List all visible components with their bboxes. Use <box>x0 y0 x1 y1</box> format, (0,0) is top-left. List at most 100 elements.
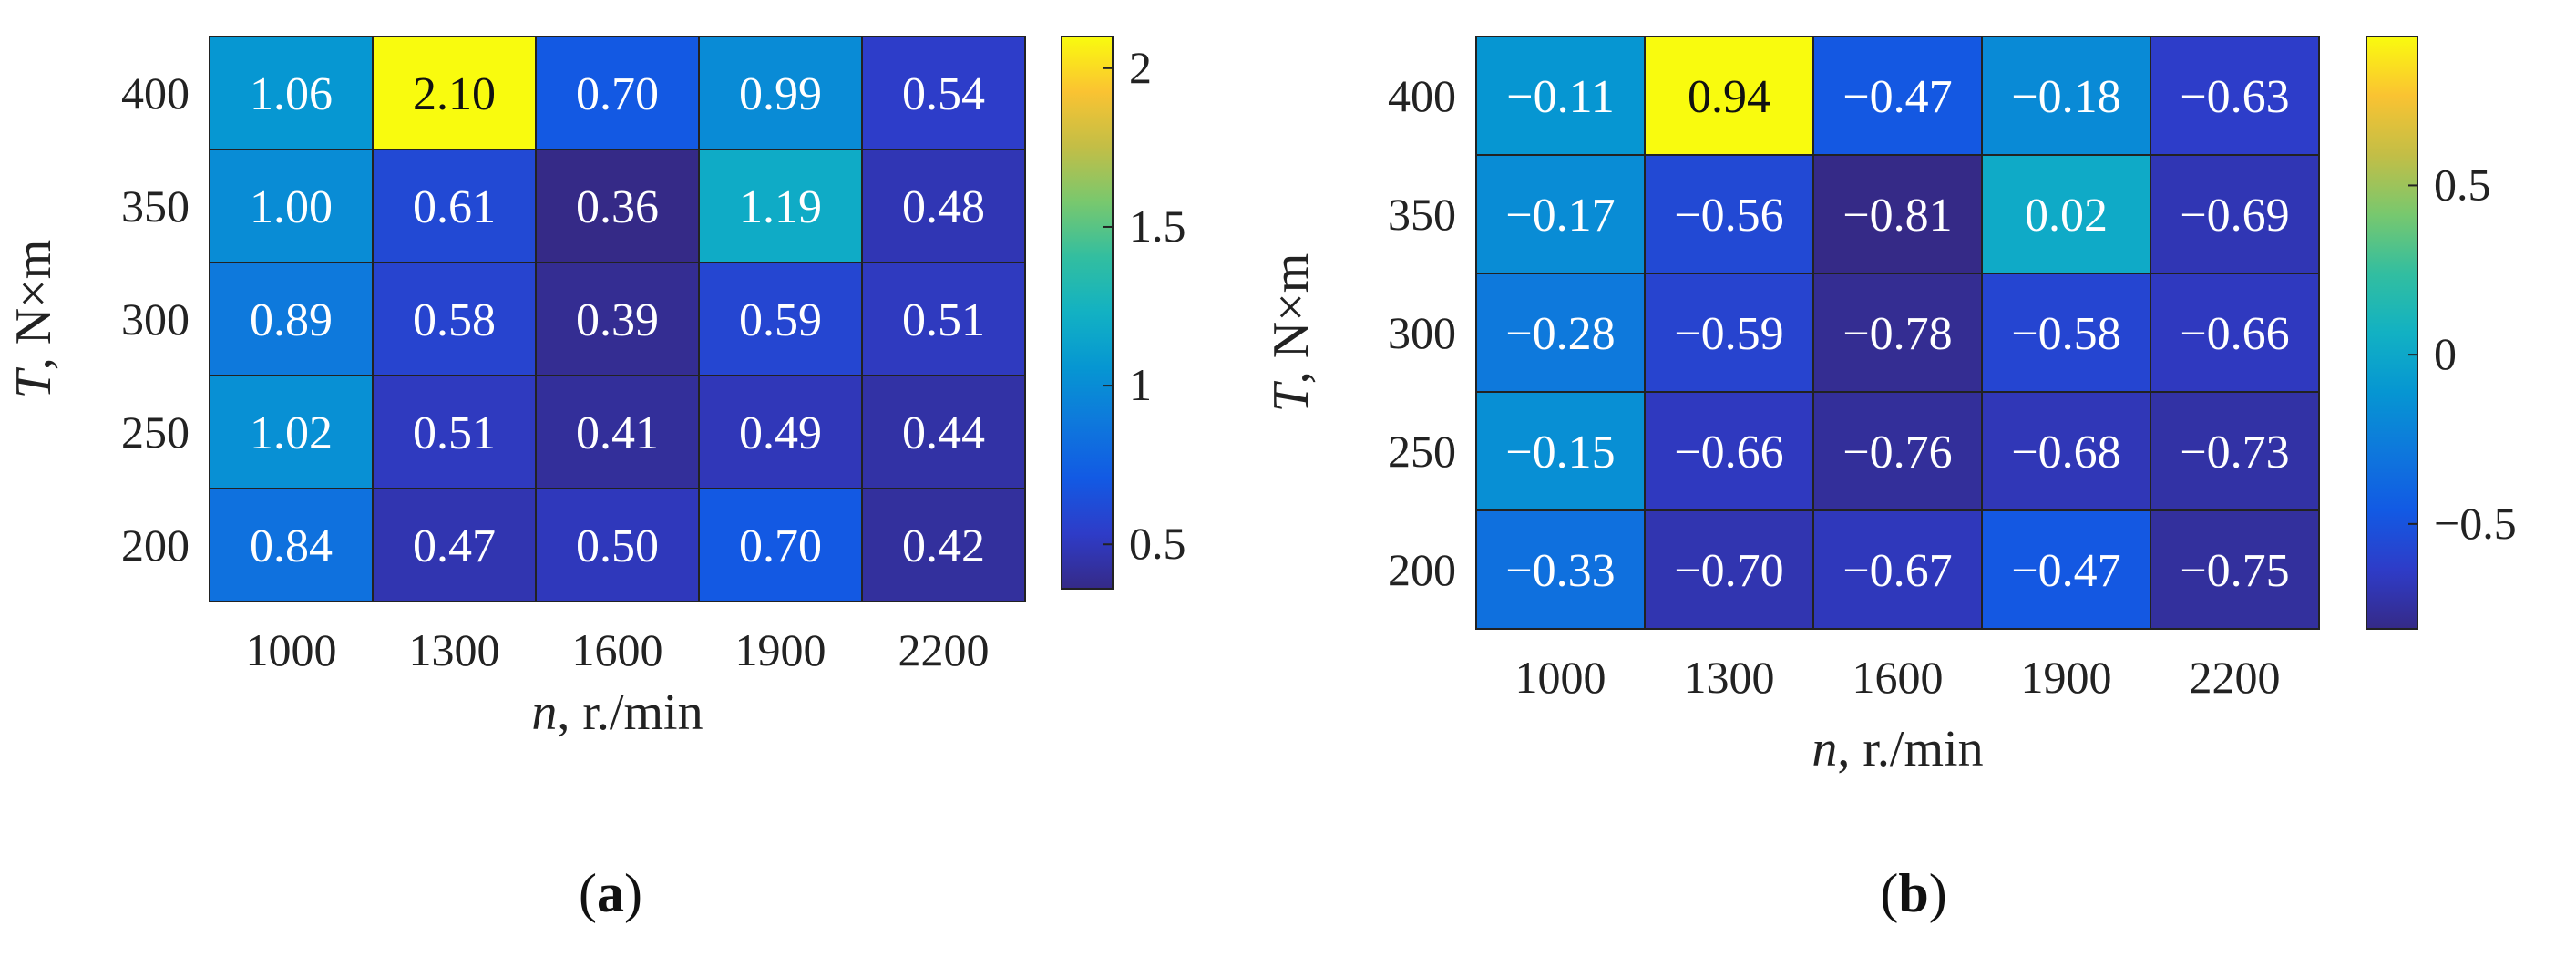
heatmap-cell <box>698 36 863 150</box>
heatmap-cell <box>1644 273 1814 393</box>
cell-value-label: 0.02 <box>2025 190 2108 242</box>
heatmap-cell <box>535 149 700 263</box>
cell-value-label: −0.58 <box>2011 308 2120 360</box>
heatmap-cell <box>861 36 1026 150</box>
x-tick-label: 1600 <box>1852 652 1944 703</box>
heatmap-cell <box>372 36 537 150</box>
colorbar-tick-label: 0.5 <box>1129 518 1186 569</box>
heatmap-cell <box>535 488 700 602</box>
y-axis-symbol: T <box>1263 380 1319 412</box>
heatmap-cell <box>535 262 700 376</box>
heatmap-cell <box>1812 391 1983 511</box>
cell-value-label: −0.69 <box>2180 190 2289 242</box>
colorbar <box>1061 36 1114 590</box>
cell-value-label: −0.17 <box>1505 190 1615 242</box>
y-axis-unit: , N×m <box>1263 253 1319 385</box>
cell-value-label: 0.41 <box>576 407 659 459</box>
heatmap-cell <box>861 149 1026 263</box>
heatmap-cell <box>209 149 374 263</box>
heatmap-cell <box>2150 391 2320 511</box>
heatmap-cell <box>535 375 700 489</box>
x-axis-title: n, r./min <box>531 684 703 741</box>
colorbar-tick-label: 2 <box>1129 42 1152 93</box>
cell-value-label: −0.56 <box>1674 190 1783 242</box>
cell-value-label: −0.33 <box>1505 545 1615 597</box>
cell-value-label: −0.28 <box>1505 308 1615 360</box>
cell-value-label: −0.73 <box>2180 427 2289 478</box>
cell-value-label: −0.78 <box>1842 308 1952 360</box>
cell-value-label: −0.47 <box>1842 71 1952 123</box>
cell-value-label: 1.00 <box>250 181 333 233</box>
panel-label-letter: b <box>1898 863 1928 923</box>
heatmap-cell <box>1981 509 2151 630</box>
y-tick-label: 350 <box>121 180 190 232</box>
heatmap-cell <box>2150 509 2320 630</box>
y-tick-label: 400 <box>121 67 190 118</box>
cell-value-label: −0.18 <box>2011 71 2120 123</box>
cell-value-label: −0.66 <box>1674 427 1783 478</box>
cell-value-label: −0.47 <box>2011 545 2120 597</box>
cell-value-label: 0.70 <box>576 68 659 120</box>
cell-value-label: −0.70 <box>1674 545 1783 597</box>
cell-value-label: −0.81 <box>1842 190 1952 242</box>
cell-value-label: 0.44 <box>902 407 985 459</box>
x-tick-label: 1000 <box>1515 652 1606 703</box>
panel-label-open: ( <box>1880 863 1898 923</box>
cell-value-label: −0.15 <box>1505 427 1615 478</box>
cell-value-label: 0.99 <box>739 68 822 120</box>
heatmap-cell <box>2150 273 2320 393</box>
y-axis-title: T, N×m <box>1263 253 1319 413</box>
heatmap-cell <box>1475 391 1646 511</box>
cell-value-label: 1.06 <box>250 68 333 120</box>
heatmap-cell <box>372 262 537 376</box>
cell-value-label: 0.61 <box>413 181 496 233</box>
heatmap-cell <box>535 36 700 150</box>
y-tick-label: 350 <box>1388 189 1456 240</box>
heatmap-cell <box>1475 36 1646 156</box>
colorbar-tick-label: 1 <box>1129 359 1152 410</box>
y-tick-label: 250 <box>1388 426 1456 477</box>
cell-value-label: 0.48 <box>902 181 985 233</box>
heatmap-cell <box>1644 36 1814 156</box>
cell-value-label: −0.59 <box>1674 308 1783 360</box>
heatmap-cell <box>209 375 374 489</box>
y-tick-label: 200 <box>121 520 190 571</box>
y-tick-label: 200 <box>1388 544 1456 595</box>
cell-value-label: 0.50 <box>576 520 659 572</box>
heatmap-cell <box>698 375 863 489</box>
heatmap-cell <box>1981 273 2151 393</box>
x-axis-unit: , r./min <box>1837 721 1983 777</box>
heatmap-cell <box>1981 391 2151 511</box>
panel-label-letter: a <box>597 863 624 923</box>
panel-label-open: ( <box>579 863 597 923</box>
heatmap-cell <box>861 375 1026 489</box>
cell-value-label: 2.10 <box>413 68 496 120</box>
cell-value-label: 0.47 <box>413 520 496 572</box>
heatmap-cell <box>1475 154 1646 274</box>
cell-value-label: 0.59 <box>739 294 822 346</box>
y-tick-label: 400 <box>1388 70 1456 121</box>
colorbar-tick-label: −0.5 <box>2434 498 2517 549</box>
cell-value-label: 0.51 <box>902 294 985 346</box>
heatmap-cell <box>1475 509 1646 630</box>
cell-value-label: −0.76 <box>1842 427 1952 478</box>
heatmap-cell <box>1981 36 2151 156</box>
cell-value-label: −0.63 <box>2180 71 2289 123</box>
y-tick-label: 250 <box>121 406 190 458</box>
cell-value-label: 0.54 <box>902 68 985 120</box>
cell-value-label: 0.94 <box>1688 71 1770 123</box>
cell-value-label: 1.19 <box>739 181 822 233</box>
x-tick-label: 1900 <box>2021 652 2112 703</box>
heatmap-cell <box>1981 154 2151 274</box>
y-tick-label: 300 <box>1388 307 1456 358</box>
heatmap-panel-a: 1.06 2.10 0.70 0.99 0.54 1.00 0.61 0.36 1.19 0.48… <box>5 36 1186 923</box>
cell-value-label: 0.51 <box>413 407 496 459</box>
cell-value-label: 0.49 <box>739 407 822 459</box>
heatmap-cell <box>1475 273 1646 393</box>
x-tick-label: 1900 <box>735 624 826 675</box>
x-axis-symbol: n <box>531 684 557 741</box>
x-tick-label: 1600 <box>572 624 663 675</box>
heatmap-cell <box>861 488 1026 602</box>
cell-value-label: 0.36 <box>576 181 659 233</box>
